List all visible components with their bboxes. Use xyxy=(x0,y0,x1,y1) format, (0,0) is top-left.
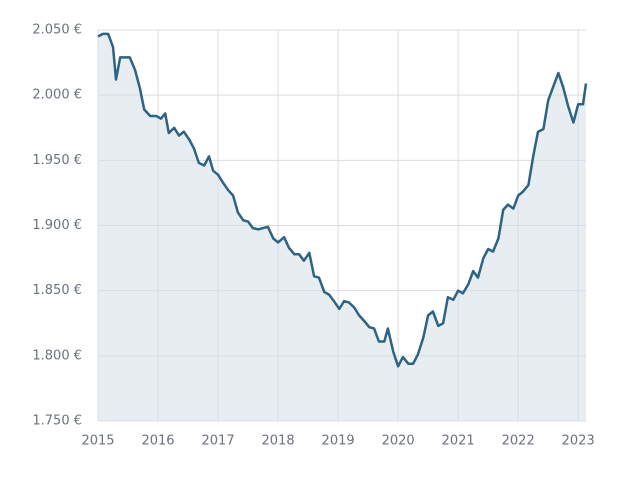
x-tick-label: 2023 xyxy=(562,434,595,449)
x-tick-label: 2017 xyxy=(202,434,235,449)
line xyxy=(97,32,588,368)
x-tick-label: 2018 xyxy=(262,434,295,449)
y-tick-label: 2.050 € xyxy=(32,23,82,38)
x-tick-label: 2019 xyxy=(322,434,355,449)
x-tick-label: 2022 xyxy=(502,434,535,449)
y-tick-label: 1.800 € xyxy=(32,348,82,363)
y-tick-label: 1.950 € xyxy=(32,153,82,168)
y-tick-label: 1.750 € xyxy=(32,414,82,429)
y-tick-label: 2.000 € xyxy=(32,88,82,103)
area xyxy=(98,33,586,422)
x-tick-label: 2021 xyxy=(442,434,475,449)
x-tick-label: 2016 xyxy=(141,434,174,449)
y-tick-label: 1.900 € xyxy=(32,218,82,233)
y-tick-label: 1.850 € xyxy=(32,283,82,298)
x-tick-label: 2015 xyxy=(81,434,114,449)
x-tick-label: 2020 xyxy=(382,434,415,449)
